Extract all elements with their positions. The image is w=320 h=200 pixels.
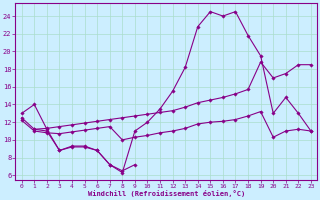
X-axis label: Windchill (Refroidissement éolien,°C): Windchill (Refroidissement éolien,°C) [88, 190, 245, 197]
